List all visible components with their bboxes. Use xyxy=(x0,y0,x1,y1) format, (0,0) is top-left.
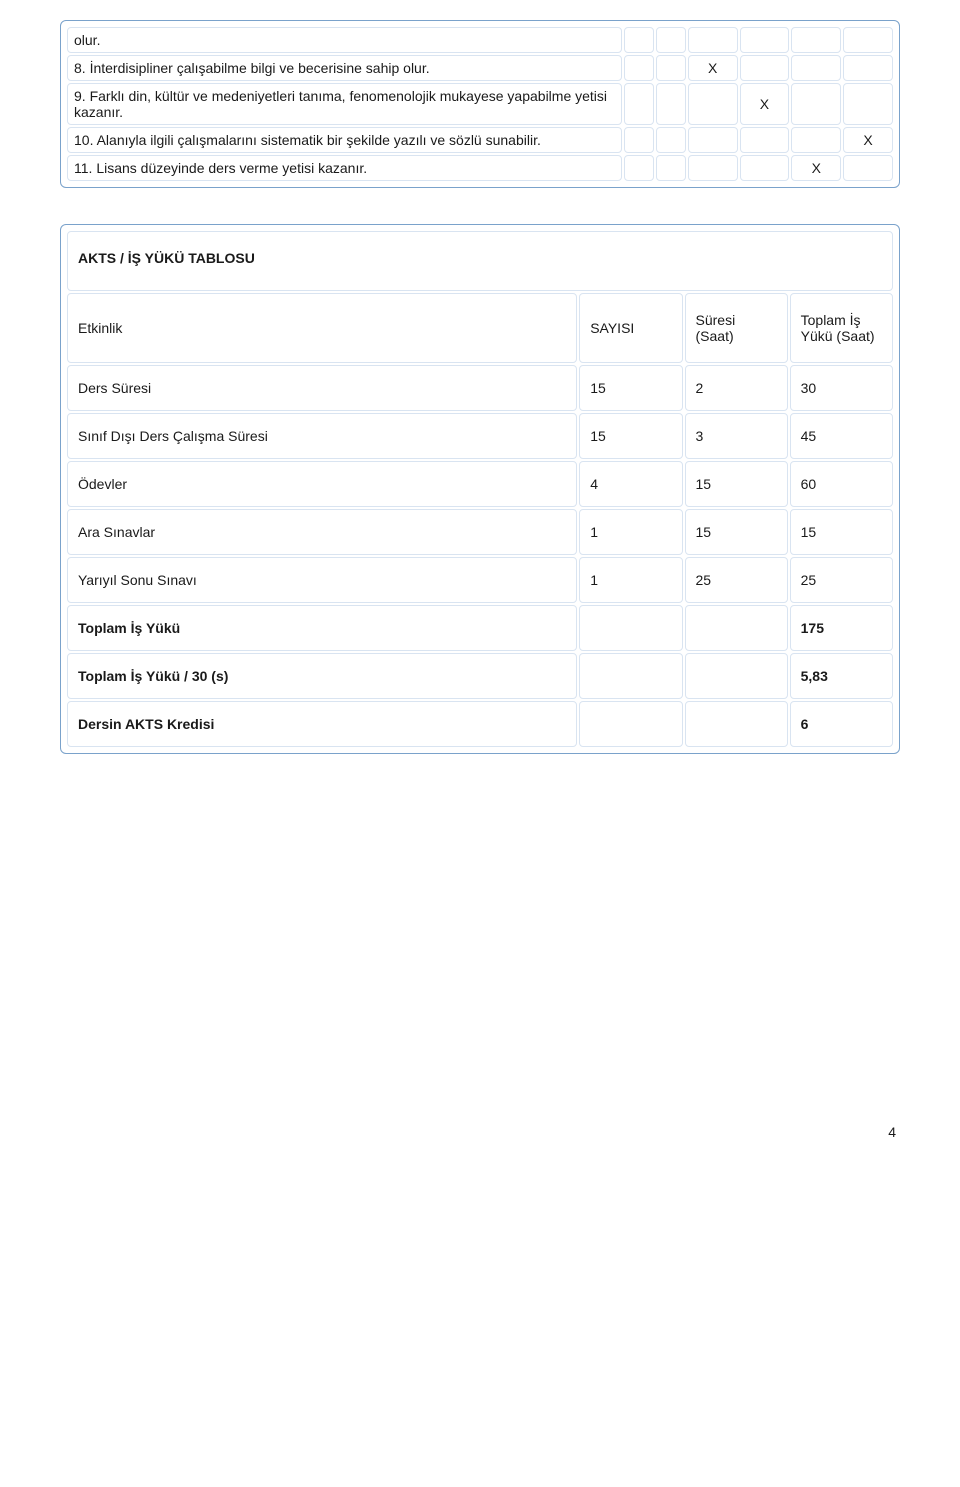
workload-row-label: Ara Sınavlar xyxy=(67,509,577,555)
outcomes-desc: 8. İnterdisipliner çalışabilme bilgi ve … xyxy=(67,55,622,81)
workload-row-label: Sınıf Dışı Ders Çalışma Süresi xyxy=(67,413,577,459)
workload-row-label: Toplam İş Yükü / 30 (s) xyxy=(67,653,577,699)
outcomes-mark xyxy=(843,55,893,81)
document-page: olur.8. İnterdisipliner çalışabilme bilg… xyxy=(0,0,960,1160)
workload-header-total: Toplam İş Yükü (Saat) xyxy=(790,293,893,363)
workload-row-label: Toplam İş Yükü xyxy=(67,605,577,651)
workload-row-total: 175 xyxy=(790,605,893,651)
outcomes-mark: X xyxy=(740,83,790,125)
workload-row-duration: 2 xyxy=(685,365,788,411)
outcomes-mark xyxy=(624,27,654,53)
workload-header-count: SAYISI xyxy=(579,293,682,363)
workload-row-total: 6 xyxy=(790,701,893,747)
workload-row-total: 60 xyxy=(790,461,893,507)
workload-row-count: 1 xyxy=(579,509,682,555)
outcomes-mark xyxy=(740,55,790,81)
workload-row-total: 45 xyxy=(790,413,893,459)
workload-row-label: Yarıyıl Sonu Sınavı xyxy=(67,557,577,603)
outcomes-mark xyxy=(656,155,686,181)
outcomes-mark xyxy=(624,155,654,181)
workload-table: AKTS / İŞ YÜKÜ TABLOSU Etkinlik SAYISI S… xyxy=(65,229,895,749)
workload-row-duration: 25 xyxy=(685,557,788,603)
outcomes-mark xyxy=(624,127,654,153)
outcomes-mark xyxy=(740,127,790,153)
outcomes-mark: X xyxy=(843,127,893,153)
workload-row-duration: 15 xyxy=(685,509,788,555)
workload-row-count xyxy=(579,701,682,747)
workload-row: Yarıyıl Sonu Sınavı12525 xyxy=(67,557,893,603)
workload-row-total: 15 xyxy=(790,509,893,555)
workload-row-count: 4 xyxy=(579,461,682,507)
workload-header-duration: Süresi (Saat) xyxy=(685,293,788,363)
outcomes-mark xyxy=(688,155,738,181)
workload-row: Ödevler41560 xyxy=(67,461,893,507)
workload-row-total: 30 xyxy=(790,365,893,411)
outcomes-mark xyxy=(843,83,893,125)
outcomes-mark xyxy=(656,55,686,81)
outcomes-desc: 9. Farklı din, kültür ve medeniyetleri t… xyxy=(67,83,622,125)
workload-title-row: AKTS / İŞ YÜKÜ TABLOSU xyxy=(67,231,893,291)
workload-row-duration: 15 xyxy=(685,461,788,507)
outcomes-mark xyxy=(656,127,686,153)
outcomes-mark xyxy=(624,55,654,81)
outcomes-mark xyxy=(791,127,841,153)
workload-row-count: 1 xyxy=(579,557,682,603)
workload-row-total: 25 xyxy=(790,557,893,603)
workload-row-label: Ödevler xyxy=(67,461,577,507)
outcomes-row: 10. Alanıyla ilgili çalışmalarını sistem… xyxy=(67,127,893,153)
page-number: 4 xyxy=(60,1124,900,1140)
outcomes-mark xyxy=(688,83,738,125)
workload-row: Toplam İş Yükü / 30 (s) 5,83 xyxy=(67,653,893,699)
outcomes-mark xyxy=(843,155,893,181)
workload-row-duration xyxy=(685,605,788,651)
outcomes-table: olur.8. İnterdisipliner çalışabilme bilg… xyxy=(65,25,895,183)
workload-row-label: Dersin AKTS Kredisi xyxy=(67,701,577,747)
outcomes-row: 11. Lisans düzeyinde ders verme yetisi k… xyxy=(67,155,893,181)
outcomes-mark xyxy=(740,155,790,181)
outcomes-row: 8. İnterdisipliner çalışabilme bilgi ve … xyxy=(67,55,893,81)
outcomes-desc: olur. xyxy=(67,27,622,53)
outcomes-mark xyxy=(843,27,893,53)
outcomes-mark xyxy=(688,127,738,153)
workload-row: Sınıf Dışı Ders Çalışma Süresi15345 xyxy=(67,413,893,459)
outcomes-mark: X xyxy=(688,55,738,81)
workload-row-duration xyxy=(685,653,788,699)
workload-row: Ders Süresi15230 xyxy=(67,365,893,411)
workload-row-count xyxy=(579,605,682,651)
outcomes-mark xyxy=(656,83,686,125)
outcomes-mark xyxy=(688,27,738,53)
outcomes-mark xyxy=(656,27,686,53)
outcomes-row: olur. xyxy=(67,27,893,53)
outcomes-mark: X xyxy=(791,155,841,181)
workload-row-duration: 3 xyxy=(685,413,788,459)
workload-row-duration xyxy=(685,701,788,747)
workload-header-row: Etkinlik SAYISI Süresi (Saat) Toplam İş … xyxy=(67,293,893,363)
outcomes-desc: 10. Alanıyla ilgili çalışmalarını sistem… xyxy=(67,127,622,153)
workload-row-count xyxy=(579,653,682,699)
outcomes-mark xyxy=(740,27,790,53)
workload-row-count: 15 xyxy=(579,365,682,411)
workload-header-activity: Etkinlik xyxy=(67,293,577,363)
outcomes-mark xyxy=(791,27,841,53)
workload-row-count: 15 xyxy=(579,413,682,459)
workload-row: Dersin AKTS Kredisi 6 xyxy=(67,701,893,747)
workload-row-label: Ders Süresi xyxy=(67,365,577,411)
outcomes-mark xyxy=(791,83,841,125)
workload-row-total: 5,83 xyxy=(790,653,893,699)
outcomes-mark xyxy=(624,83,654,125)
workload-table-container: AKTS / İŞ YÜKÜ TABLOSU Etkinlik SAYISI S… xyxy=(60,224,900,754)
workload-row: Toplam İş Yükü 175 xyxy=(67,605,893,651)
outcomes-mark xyxy=(791,55,841,81)
outcomes-row: 9. Farklı din, kültür ve medeniyetleri t… xyxy=(67,83,893,125)
outcomes-desc: 11. Lisans düzeyinde ders verme yetisi k… xyxy=(67,155,622,181)
outcomes-table-container: olur.8. İnterdisipliner çalışabilme bilg… xyxy=(60,20,900,188)
workload-title: AKTS / İŞ YÜKÜ TABLOSU xyxy=(67,231,893,291)
workload-row: Ara Sınavlar11515 xyxy=(67,509,893,555)
